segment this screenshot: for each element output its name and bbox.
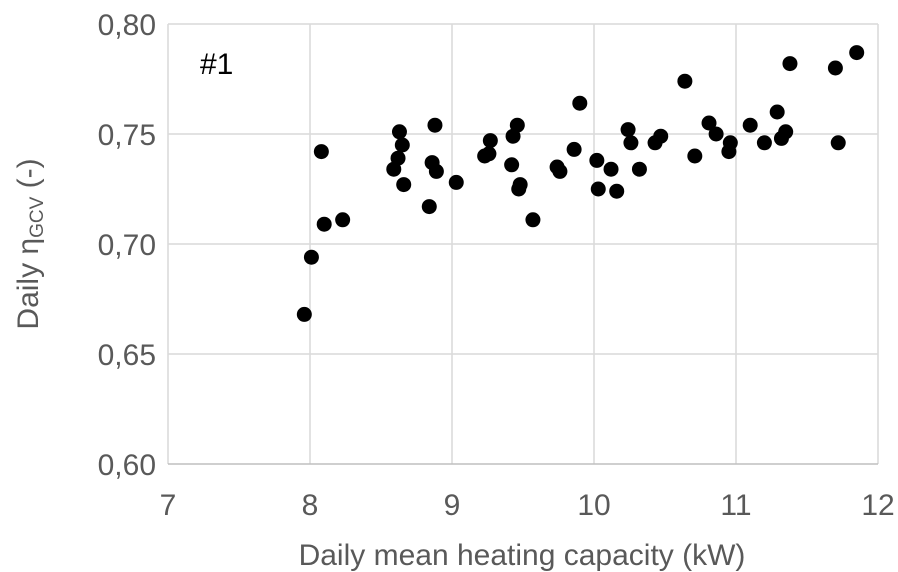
data-point bbox=[481, 146, 497, 162]
data-point bbox=[572, 95, 588, 111]
y-tick-label: 0,60 bbox=[98, 449, 156, 482]
data-point bbox=[708, 126, 724, 142]
x-tick-label: 7 bbox=[160, 489, 177, 522]
data-point bbox=[609, 183, 625, 199]
y-axis-title: Daily ηGCV (-) bbox=[12, 158, 48, 329]
data-point bbox=[427, 117, 443, 133]
data-point bbox=[603, 161, 619, 177]
y-tick-label: 0,70 bbox=[98, 229, 156, 262]
data-points bbox=[296, 45, 865, 322]
data-point bbox=[391, 124, 407, 140]
data-point bbox=[782, 56, 798, 72]
y-axis-title-subscript: GCV bbox=[27, 196, 48, 238]
data-point bbox=[742, 117, 758, 133]
data-point bbox=[590, 181, 606, 197]
data-point bbox=[525, 212, 541, 228]
data-point bbox=[396, 177, 412, 193]
x-tick-label: 12 bbox=[861, 489, 894, 522]
data-point bbox=[849, 45, 865, 61]
data-point bbox=[316, 216, 332, 232]
x-axis-title: Daily mean heating capacity (kW) bbox=[299, 539, 746, 572]
data-point bbox=[827, 60, 843, 76]
data-point bbox=[677, 73, 693, 89]
data-point bbox=[830, 135, 846, 151]
x-tick-label: 11 bbox=[720, 489, 751, 522]
data-point bbox=[653, 128, 669, 144]
data-point bbox=[512, 177, 528, 193]
data-point bbox=[769, 104, 785, 120]
y-axis-title-prefix: Daily η bbox=[12, 238, 45, 330]
data-point bbox=[589, 152, 605, 168]
y-axis-ticks: 0,60 0,65 0,70 0,75 0,80 bbox=[98, 9, 156, 482]
data-point bbox=[303, 249, 319, 265]
data-point bbox=[566, 141, 582, 157]
data-point bbox=[390, 150, 406, 166]
data-point bbox=[504, 157, 520, 173]
data-point bbox=[335, 212, 351, 228]
data-point bbox=[313, 144, 329, 160]
y-tick-label: 0,65 bbox=[98, 339, 156, 372]
data-point bbox=[552, 163, 568, 179]
y-tick-label: 0,80 bbox=[98, 9, 156, 42]
data-point bbox=[778, 124, 794, 140]
data-point bbox=[428, 163, 444, 179]
data-point bbox=[482, 133, 498, 149]
data-point bbox=[296, 306, 312, 322]
x-tick-label: 10 bbox=[577, 489, 610, 522]
data-point bbox=[756, 135, 772, 151]
data-point bbox=[394, 137, 410, 153]
data-point bbox=[687, 148, 703, 164]
x-axis-ticks: 7 8 9 10 11 12 bbox=[160, 489, 895, 522]
y-tick-label: 0,75 bbox=[98, 119, 156, 152]
x-tick-label: 9 bbox=[444, 489, 461, 522]
data-point bbox=[620, 122, 636, 138]
x-tick-label: 8 bbox=[302, 489, 319, 522]
chart-annotation: #1 bbox=[200, 48, 233, 81]
data-point bbox=[448, 174, 464, 190]
data-point bbox=[623, 135, 639, 151]
data-point bbox=[509, 117, 525, 133]
data-point bbox=[722, 135, 738, 151]
gridlines bbox=[167, 23, 879, 464]
data-point bbox=[631, 161, 647, 177]
data-point bbox=[701, 115, 717, 131]
data-point bbox=[421, 199, 437, 215]
y-axis-title-suffix: (-) bbox=[12, 158, 45, 196]
